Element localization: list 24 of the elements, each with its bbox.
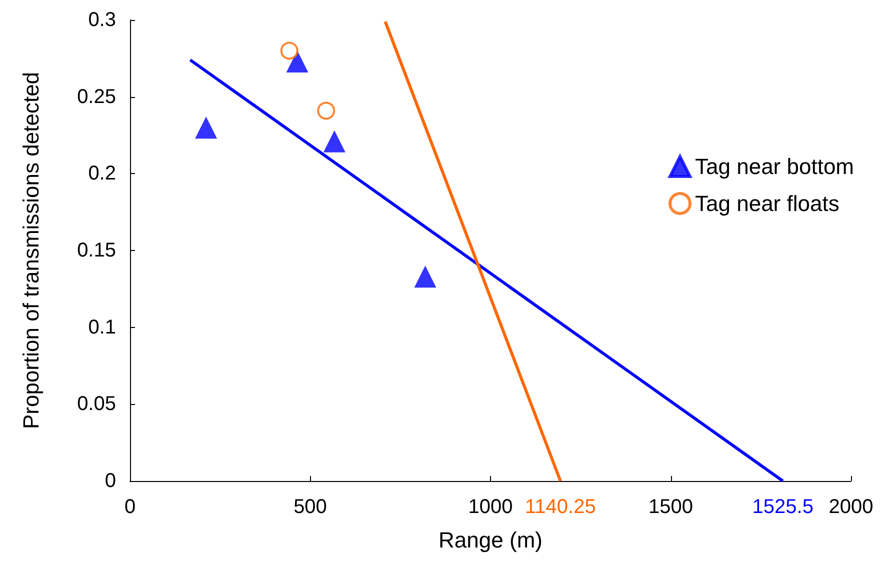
annotation: 1140.25 [525, 496, 596, 518]
y-tick-label: 0.25 [77, 86, 116, 108]
point [195, 116, 218, 139]
y-tick-label: 0.05 [77, 393, 116, 416]
point [286, 50, 308, 72]
point [414, 266, 436, 288]
y-tick-label: 0.1 [88, 316, 116, 338]
point [280, 42, 298, 60]
x-tick-label: 500 [294, 496, 327, 518]
legend-label: Tag near bottom [695, 154, 854, 179]
y-tick-label: 0.15 [77, 240, 116, 262]
annotation: 1525.5 [752, 496, 814, 518]
y-tick-label: 0 [104, 470, 116, 492]
legend-label: Tag near floats [695, 191, 840, 216]
y-tick-label: 0.2 [88, 162, 116, 185]
x-axis-title: Range (m) [438, 528, 542, 552]
y-axis-title: Proportion of transmissions detected [18, 72, 44, 430]
x-tick-label: 1500 [648, 496, 693, 518]
x-tick-label: 0 [124, 496, 136, 518]
point [317, 102, 336, 120]
y-tick-label: 0.3 [88, 9, 116, 31]
x-tick-label: 2000 [828, 496, 874, 518]
x-tick-label: 1000 [468, 496, 513, 518]
point [323, 130, 346, 152]
